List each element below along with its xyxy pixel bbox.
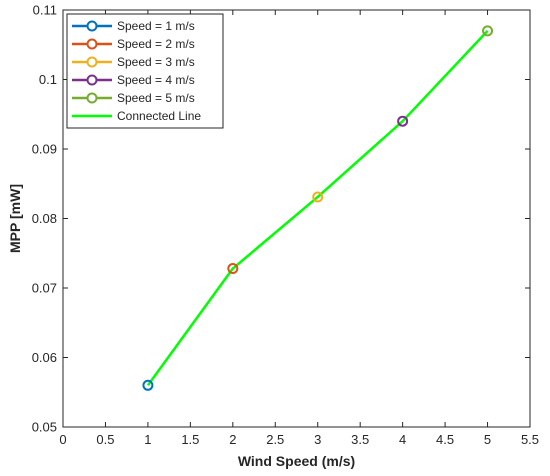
- legend-swatch-marker: [86, 56, 98, 68]
- x-tick-label: 3: [314, 432, 321, 447]
- x-tick-label: 4.5: [436, 432, 454, 447]
- y-tick-label: 0.09: [32, 142, 57, 157]
- x-tick-label: 1: [144, 432, 151, 447]
- legend-swatch-marker: [86, 38, 98, 50]
- series-1-point: [142, 379, 154, 391]
- series-2-point: [227, 263, 239, 275]
- connected-line: [146, 29, 489, 387]
- x-tick-label: 0.5: [96, 432, 114, 447]
- legend-swatch-marker: [86, 74, 98, 86]
- legend: Speed = 1 m/s Speed = 2 m/s Speed = 3 m/s S…: [66, 13, 224, 129]
- y-tick-label: 0.11: [33, 3, 57, 18]
- x-tick-label: 5: [484, 432, 491, 447]
- legend-box: [66, 13, 224, 129]
- y-tick-label: 0.08: [32, 211, 57, 226]
- legend-entry-label: Connected Line: [117, 109, 201, 123]
- connected-line-layer: [146, 29, 489, 387]
- y-tick-label: 0.07: [32, 281, 57, 296]
- series-5-point: [482, 25, 494, 37]
- y-tick-label: 0.06: [32, 350, 57, 365]
- x-tick-label: 3.5: [351, 432, 369, 447]
- x-tick-label: 1.5: [181, 432, 199, 447]
- x-tick-label: 2.5: [266, 432, 284, 447]
- legend-swatch-marker: [86, 92, 98, 104]
- y-tick-label: 0.05: [32, 420, 57, 435]
- legend-entry-label: Speed = 1 m/s: [117, 19, 195, 33]
- legend-entry-label: Speed = 3 m/s: [117, 55, 195, 69]
- legend-swatch-marker: [86, 20, 98, 32]
- marker-layer: [142, 25, 494, 391]
- legend-entry-label: Speed = 4 m/s: [117, 73, 195, 87]
- series-4-point: [397, 115, 409, 127]
- ticks: 0 0.5 1 1.5 2 2.5 3 3.5 4 4.5 5 5.5 0.05 0.06 0.07 0.08…: [32, 3, 539, 448]
- legend-entry-label: Speed = 5 m/s: [117, 91, 195, 105]
- x-tick-label: 0: [59, 432, 66, 447]
- y-axis-title: MPP [mW]: [7, 184, 23, 253]
- series-3-point: [312, 191, 324, 203]
- x-tick-label: 4: [399, 432, 406, 447]
- y-tick-label: 0.1: [39, 72, 57, 87]
- x-tick-label: 5.5: [521, 432, 539, 447]
- x-axis-title: Wind Speed (m/s): [238, 453, 355, 469]
- x-tick-label: 2: [229, 432, 236, 447]
- legend-entry-label: Speed = 2 m/s: [117, 37, 195, 51]
